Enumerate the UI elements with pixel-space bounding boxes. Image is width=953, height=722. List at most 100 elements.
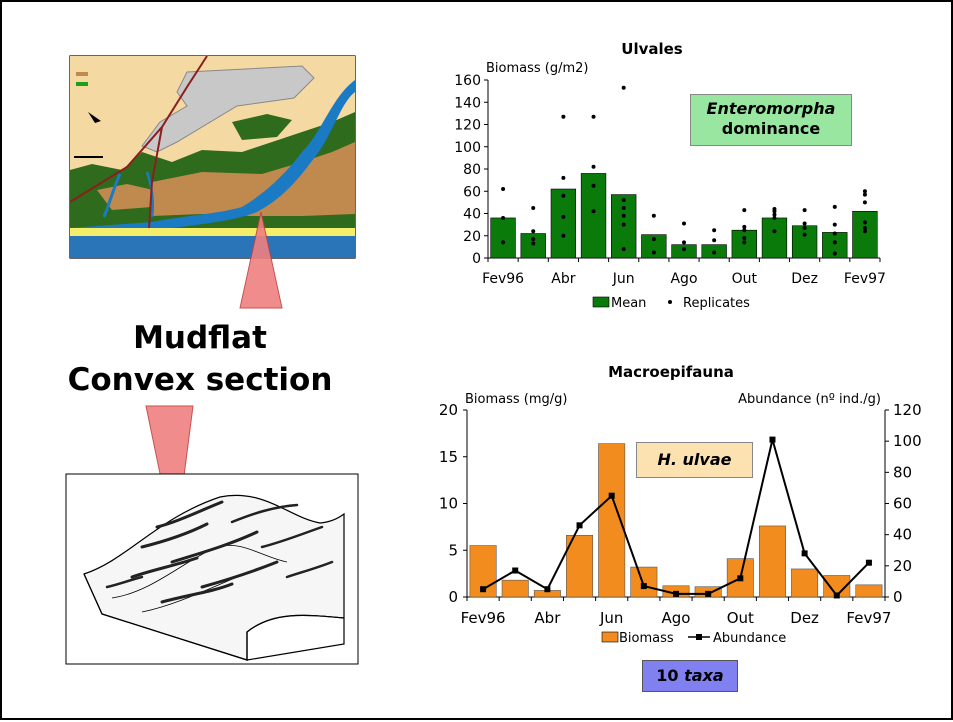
mean-bar (671, 244, 697, 259)
replicate-point (682, 247, 686, 252)
legend-biomass-swatch (601, 631, 619, 643)
replicate-point (531, 237, 536, 242)
replicate-point (561, 114, 566, 119)
biomass-bar (855, 584, 883, 598)
legend-replicates-label: Replicates (683, 296, 750, 311)
replicate-point (862, 200, 867, 205)
ulvales-replicates (501, 85, 867, 256)
replicate-point (591, 114, 596, 119)
macroepifauna-chart: Macroepifauna Biomass (mg/g) Abundance (… (439, 363, 922, 646)
macroepifauna-legend: Biomass Abundance (601, 631, 786, 646)
x-tick-label: Abr (551, 271, 575, 287)
replicate-point (772, 215, 777, 220)
y2-tick-label: 0 (893, 588, 903, 606)
y-tick-label: 40 (463, 207, 481, 223)
replicate-point (591, 164, 596, 169)
replicate-point (501, 240, 506, 245)
replicate-point (621, 222, 626, 227)
y-tick-label: 100 (454, 140, 481, 156)
y-tick-label: 140 (454, 95, 481, 111)
y2-tick-label: 100 (893, 432, 922, 450)
mudflat-line2: Convex section (67, 362, 333, 398)
replicate-point (862, 229, 867, 234)
replicate-point (772, 212, 777, 217)
mean-bar (641, 234, 667, 259)
mean-bar (791, 225, 818, 259)
replicate-point (832, 231, 837, 236)
replicate-point (561, 193, 566, 198)
biomass-bar (630, 566, 658, 598)
x-tick-label: Fev97 (846, 609, 891, 627)
ulvales-x-axis: Fev96 Abr Jun Ago Out Dez Fev97 (482, 258, 886, 287)
replicate-point (531, 229, 536, 234)
map-sea (70, 236, 355, 258)
replicate-point (862, 189, 867, 194)
y2-tick-label: 120 (893, 401, 922, 419)
replicate-point (862, 220, 867, 225)
replicate-point (531, 241, 536, 246)
replicate-point (682, 221, 686, 226)
y-tick-label: 60 (463, 184, 481, 200)
x-tick-label: Fev96 (482, 271, 524, 287)
mudflat-label: Mudflat (40, 320, 360, 356)
y-tick-label: 5 (448, 541, 458, 559)
replicate-point (832, 240, 837, 245)
replicate-point (501, 187, 506, 192)
replicate-point (802, 232, 807, 237)
biomass-bar (791, 568, 819, 598)
replicate-point (591, 209, 596, 214)
x-tick-label: Out (727, 609, 754, 627)
x-tick-label: Ago (670, 271, 697, 287)
map-channel (70, 80, 355, 236)
y-tick-label: 15 (439, 448, 458, 466)
replicate-point (501, 215, 506, 220)
replicate-point (802, 225, 807, 230)
macroepifauna-y2label: Abundance (nº ind./g) (738, 392, 881, 407)
convex-section-label: Convex section (40, 362, 360, 398)
upper-pointer (239, 211, 283, 309)
y-tick-label: 0 (472, 251, 481, 267)
ulvales-chart: Ulvales Biomass (g/m2) 0 20 40 60 80 100 120 14… (454, 40, 886, 311)
x-tick-label: Jun (599, 609, 623, 627)
map-airport (141, 65, 315, 153)
mean-bar (731, 229, 757, 259)
replicate-point (561, 175, 566, 180)
taxa-italic: taxa (684, 666, 724, 685)
replicate-point (561, 214, 566, 219)
x-tick-label: Fev96 (461, 609, 506, 627)
abundance-point (737, 575, 744, 582)
ulvales-title: Ulvales (621, 40, 683, 58)
abundance-point (769, 436, 776, 443)
macroepifauna-ylabel: Biomass (mg/g) (465, 392, 567, 407)
ulvales-ylabel: Biomass (g/m2) (486, 61, 589, 76)
replicate-point (832, 222, 837, 227)
replicate-point (802, 221, 807, 226)
biomass-bar (758, 525, 786, 598)
replicate-point (682, 240, 686, 245)
legend-abundance-marker (696, 634, 702, 640)
y2-tick-label: 20 (893, 557, 912, 575)
estuary-map (69, 55, 356, 259)
biomass-bar (501, 579, 529, 598)
macroepifauna-x-axis: Fev96 Abr Jun Ago Out Dez Fev97 (461, 597, 891, 627)
biomass-bar (566, 534, 594, 598)
x-tick-label: Out (732, 271, 758, 287)
legend-biomass-label: Biomass (619, 631, 674, 646)
taxa-box: 10 taxa (642, 660, 738, 692)
y-tick-label: 20 (439, 401, 458, 419)
replicate-point (621, 205, 626, 210)
replicate-point (802, 208, 807, 213)
hulvae-label: H. ulvae (657, 450, 732, 469)
replicate-point (651, 213, 656, 218)
y2-tick-label: 40 (893, 526, 912, 544)
replicate-point (621, 198, 626, 203)
abundance-point (576, 522, 583, 529)
replicate-point (712, 228, 717, 233)
enteromorpha-italic: Enteromorpha (706, 99, 836, 118)
mean-bar (490, 217, 516, 259)
y-tick-label: 80 (463, 162, 481, 178)
convex-section-diagram (65, 473, 359, 665)
replicate-point (832, 204, 837, 209)
x-tick-label: Abr (534, 609, 561, 627)
